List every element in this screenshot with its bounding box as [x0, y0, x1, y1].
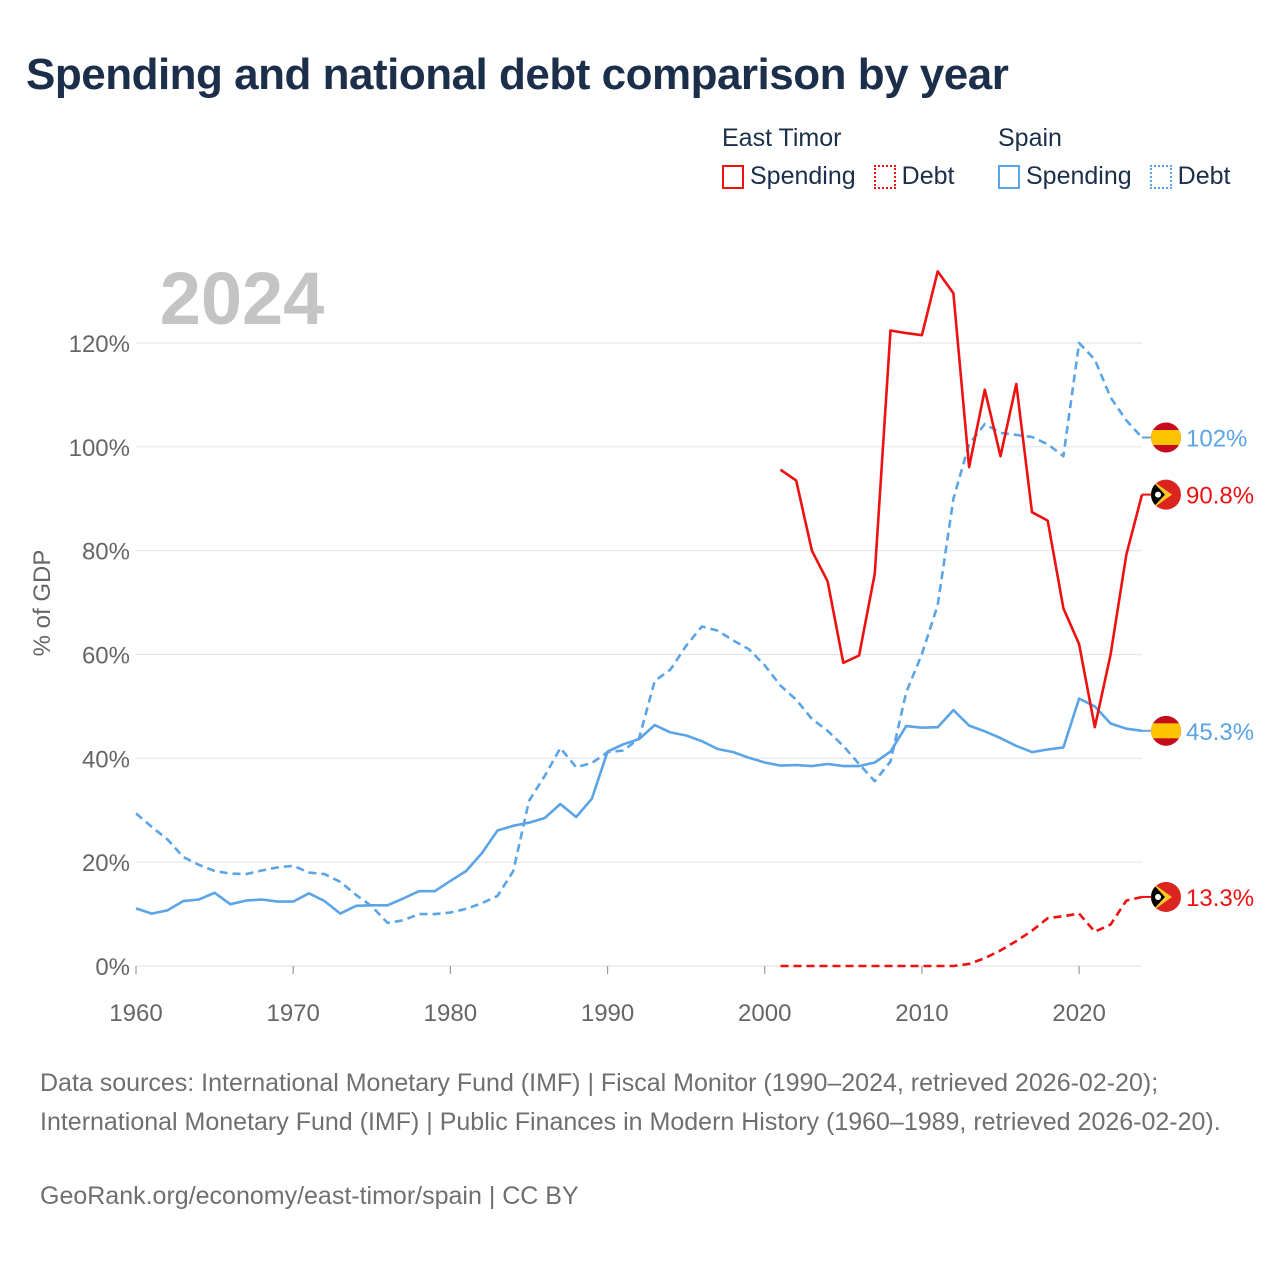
x-tick-label: 1980 [424, 1000, 477, 1027]
x-tick-label: 1990 [581, 1000, 634, 1027]
grid [136, 342, 1142, 967]
credit-link[interactable]: GeoRank.org/economy/east-timor/spain | C… [40, 1182, 579, 1210]
x-tick-label: 2000 [738, 1000, 791, 1027]
y-axis: 0% 20% 40% 60% 80% 100% 120% [69, 331, 130, 981]
east-timor-flag-icon [1151, 881, 1181, 912]
x-tick-label: 1960 [109, 1000, 162, 1027]
series-lines [135, 270, 1144, 968]
y-tick-label: 0% [95, 954, 130, 981]
y-tick-label: 120% [69, 331, 130, 358]
legend-swatch-solid-blue [998, 164, 1020, 189]
end-markers: 45.3% 102% 90.8% 13.3% [1142, 422, 1254, 912]
x-tick-label: 2020 [1052, 1000, 1105, 1027]
spain-flag-icon [1151, 715, 1181, 746]
x-axis: 1960 1970 1980 1990 2000 2010 2020 [109, 966, 1106, 1027]
end-value-label: 45.3% [1186, 719, 1254, 746]
series-line-spain-spending[interactable] [135, 697, 1143, 915]
legend-spain-spending[interactable]: Spending [998, 162, 1132, 191]
legend-spain-debt[interactable]: Debt [1149, 162, 1231, 191]
y-tick-label: 20% [82, 850, 130, 877]
legend-east-timor-debt-label: Debt [901, 162, 955, 190]
legend-spain-name: Spain [998, 124, 1062, 152]
series-line-spain-debt[interactable] [135, 341, 1143, 925]
legend-spain: Spain Spending Debt [998, 120, 1248, 191]
line-chart: 2024 0% 20% 40% 60% 80% 100% 120% 1960 1970 1980… [29, 257, 1254, 1027]
legend-east-timor-spending[interactable]: Spending [722, 162, 856, 191]
data-sources: Data sources: International Monetary Fun… [40, 1064, 1240, 1142]
legend-swatch-dotted-blue [1149, 164, 1172, 189]
y-tick-label: 80% [82, 539, 130, 566]
east-timor-flag-icon [1151, 479, 1181, 510]
year-label: 2024 [160, 257, 325, 340]
spain-flag-icon [1151, 422, 1181, 453]
y-tick-label: 60% [82, 643, 130, 670]
y-tick-label: 100% [69, 435, 130, 462]
y-tick-label: 40% [82, 746, 130, 773]
x-tick-label: 2010 [895, 1000, 948, 1027]
legend-east-timor-name: East Timor [722, 124, 842, 152]
chart-title: Spending and national debt comparison by… [26, 50, 1009, 99]
end-value-label: 90.8% [1186, 483, 1254, 510]
legend-spain-debt-label: Debt [1177, 162, 1231, 190]
legend-east-timor-spending-label: Spending [750, 162, 856, 190]
legend-swatch-solid-red [722, 164, 744, 189]
legend-swatch-dotted-red [873, 164, 896, 189]
end-value-label: 102% [1186, 425, 1247, 452]
end-value-label: 13.3% [1186, 885, 1254, 912]
y-axis-title: % of GDP [29, 550, 56, 657]
x-tick-label: 1970 [266, 1000, 319, 1027]
sources-text: Data sources: International Monetary Fun… [40, 1069, 1221, 1136]
series-line-east-timor-debt[interactable] [780, 895, 1143, 968]
legend-east-timor: East Timor Spending Debt [722, 120, 972, 191]
legend-east-timor-debt[interactable]: Debt [873, 162, 955, 191]
legend-spain-spending-label: Spending [1026, 162, 1132, 190]
series-line-east-timor-spending[interactable] [779, 270, 1144, 729]
